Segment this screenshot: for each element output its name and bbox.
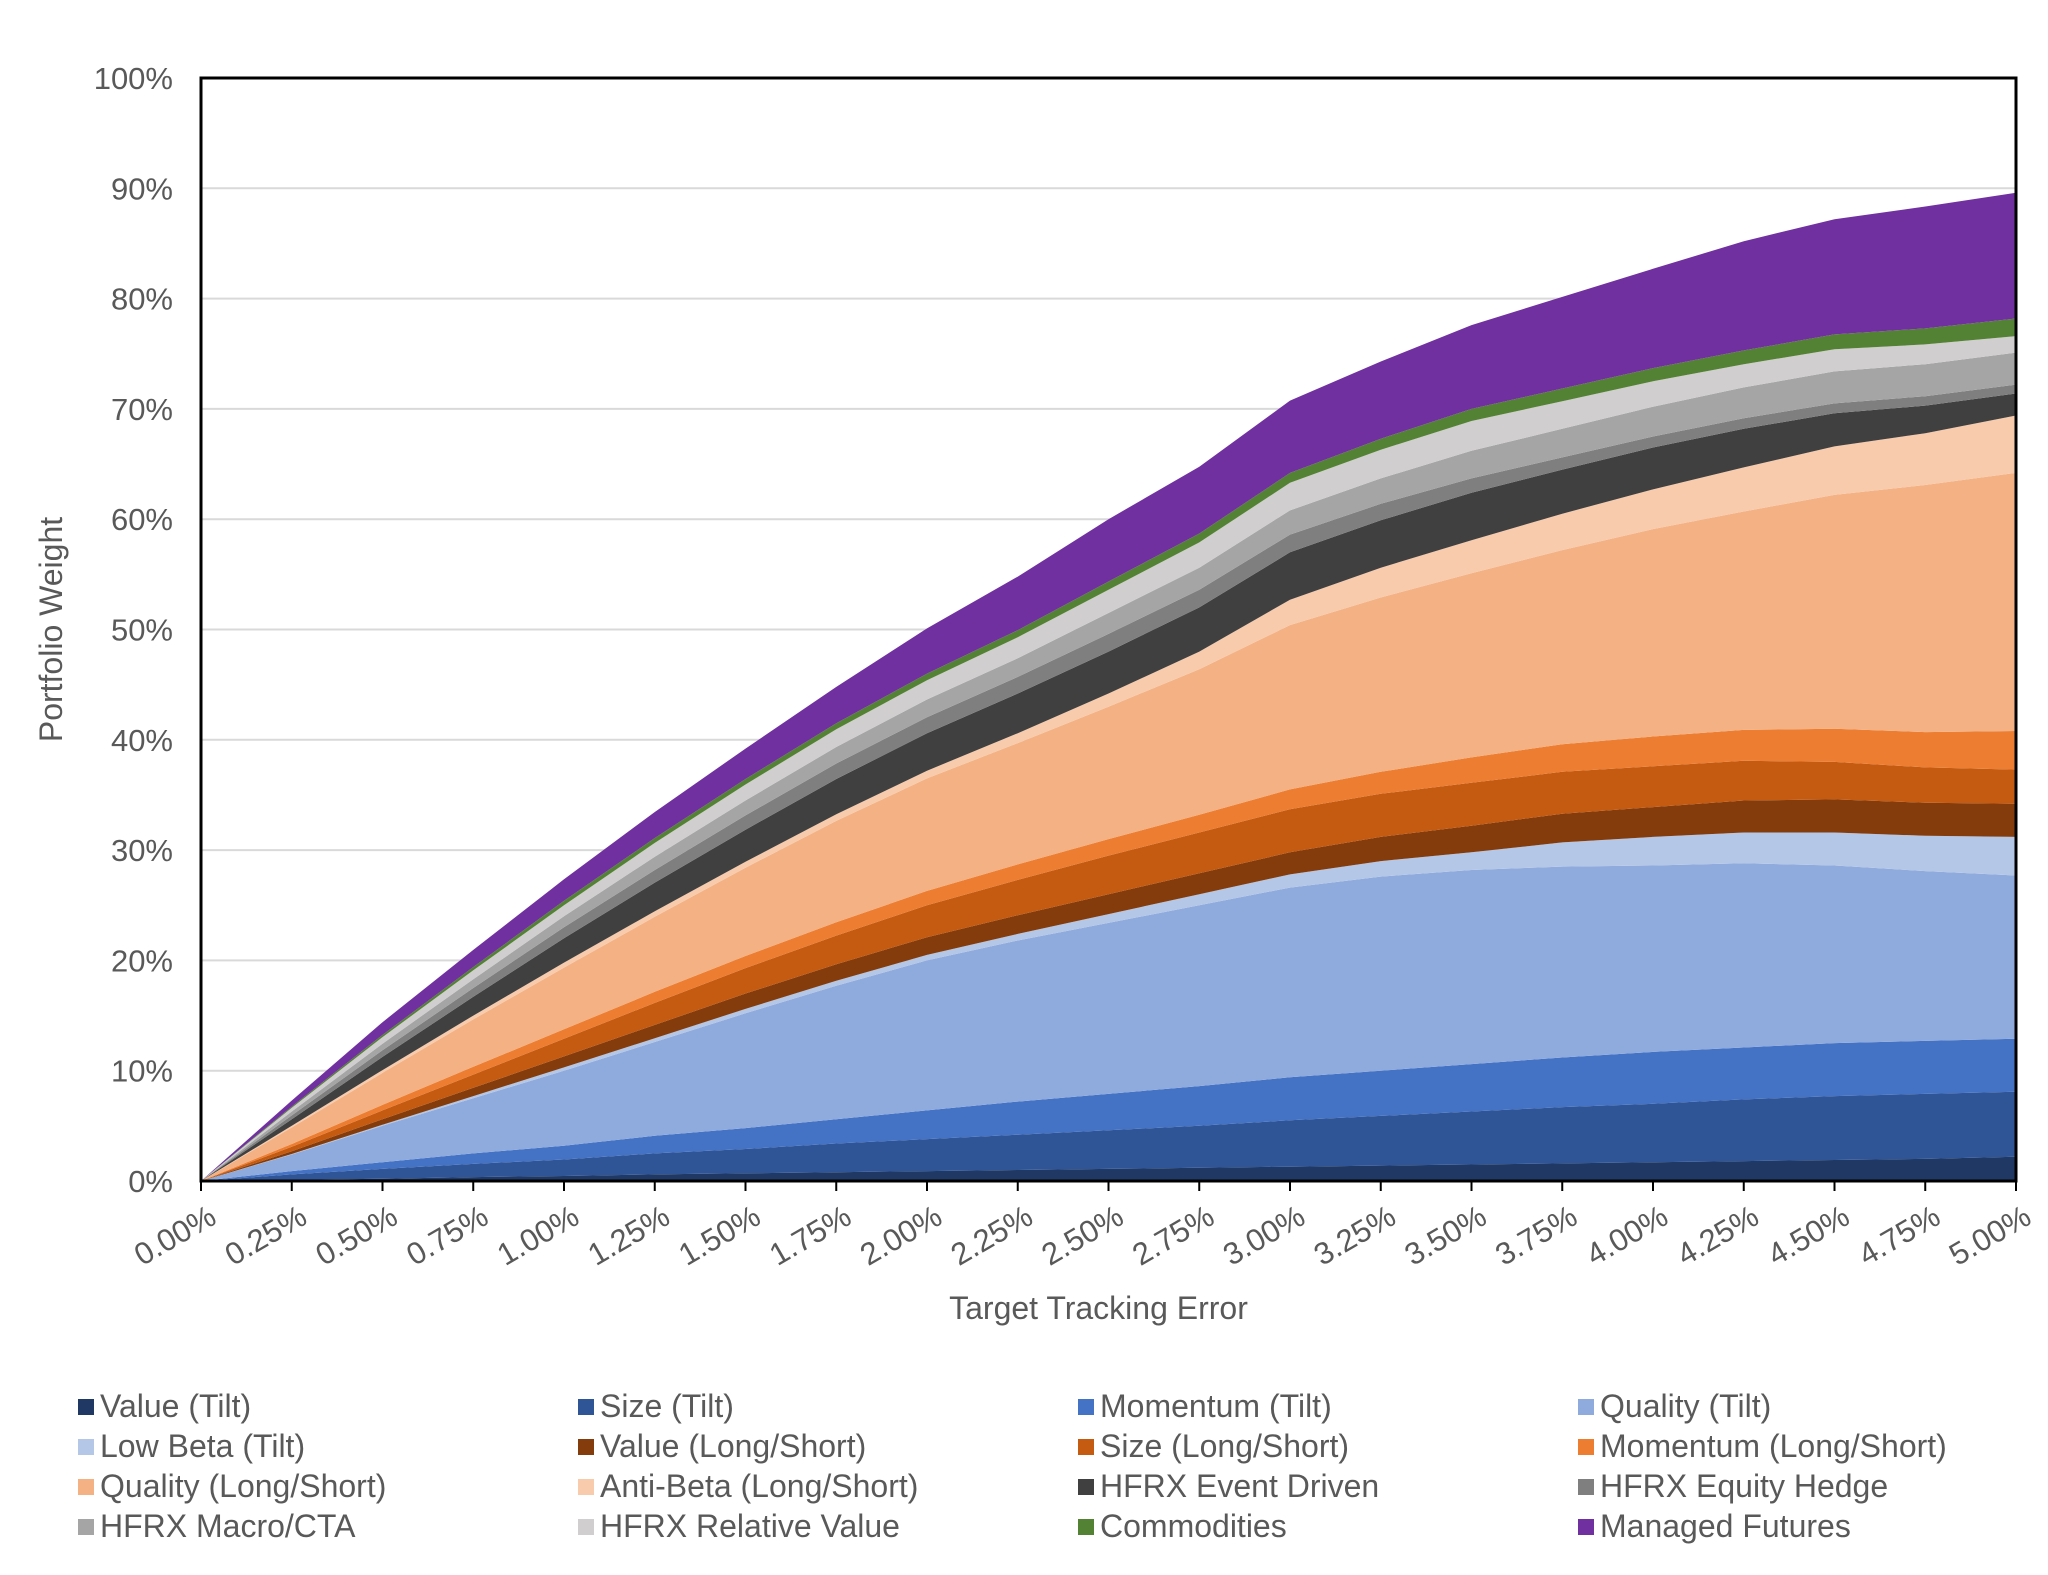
legend-item: Low Beta (Tilt) [78, 1428, 578, 1465]
y-tick-label: 10% [111, 1054, 173, 1089]
legend-label: Anti-Beta (Long/Short) [600, 1468, 919, 1504]
legend-swatch [1578, 1518, 1594, 1535]
y-tick-label: 40% [111, 723, 173, 758]
y-axis-title: Portfolio Weight [33, 517, 69, 742]
y-tick-label: 60% [111, 502, 173, 537]
legend-item: Quality (Tilt) [1578, 1388, 2038, 1425]
legend-swatch [578, 1478, 594, 1495]
x-tick-label: 2.25% [945, 1198, 1039, 1272]
legend-item: Commodities [1078, 1508, 1578, 1545]
legend-item: Value (Tilt) [78, 1388, 578, 1425]
legend-item: Size (Tilt) [578, 1388, 1078, 1425]
y-tick-label: 90% [111, 171, 173, 206]
legend-swatch [78, 1478, 94, 1495]
x-tick-label: 2.00% [854, 1198, 948, 1272]
legend-item: Managed Futures [1578, 1508, 2038, 1545]
legend-item: Momentum (Tilt) [1078, 1388, 1578, 1425]
area-series-size-tilt [201, 1091, 2016, 1181]
legend-item: Quality (Long/Short) [78, 1468, 578, 1505]
x-tick-label: 2.75% [1126, 1198, 1220, 1272]
x-tick-label: 1.50% [673, 1198, 767, 1272]
y-tick-label: 20% [111, 943, 173, 978]
legend-label: HFRX Macro/CTA [100, 1508, 356, 1544]
y-tick-label: 0% [128, 1164, 173, 1199]
legend-label: Value (Long/Short) [600, 1428, 867, 1464]
y-tick-label: 50% [111, 613, 173, 648]
chart-legend: Value (Tilt) Size (Tilt) Momentum (Tilt) Qu… [78, 1388, 2038, 1545]
x-tick-label: 0.50% [310, 1198, 404, 1272]
legend-swatch [578, 1398, 594, 1415]
x-tick-label: 3.50% [1399, 1198, 1493, 1272]
legend-swatch [78, 1398, 94, 1415]
x-tick-label: 0.00% [128, 1198, 222, 1272]
legend-label: Managed Futures [1600, 1508, 1851, 1544]
legend-label: Quality (Tilt) [1600, 1388, 1772, 1424]
legend-label: Size (Long/Short) [1100, 1428, 1350, 1464]
legend-swatch [1578, 1478, 1594, 1495]
legend-label: Size (Tilt) [600, 1388, 734, 1424]
legend-label: HFRX Event Driven [1100, 1468, 1380, 1504]
area-series-momentum-tilt [201, 1038, 2016, 1181]
area-series-quality-tilt [201, 863, 2016, 1181]
x-tick-label: 1.00% [491, 1198, 585, 1272]
x-axis-ticks [200, 1181, 2017, 1191]
area-series-anti-beta-long-short [201, 415, 2016, 1181]
legend-swatch [578, 1438, 594, 1455]
area-series-group [201, 192, 2016, 1182]
x-tick-label: 4.00% [1580, 1198, 1674, 1272]
legend-label: Commodities [1100, 1508, 1287, 1544]
legend-swatch [1578, 1398, 1594, 1415]
y-tick-label: 100% [94, 61, 173, 96]
x-tick-label: 3.25% [1308, 1198, 1402, 1272]
area-series-managed-futures [201, 192, 2016, 1181]
legend-label: Quality (Long/Short) [100, 1468, 387, 1504]
legend-swatch [1578, 1438, 1594, 1455]
legend-label: Low Beta (Tilt) [100, 1428, 306, 1464]
legend-swatch [578, 1518, 594, 1535]
x-tick-label: 1.25% [582, 1198, 676, 1272]
x-tick-label: 3.75% [1489, 1198, 1583, 1272]
x-tick-label: 2.50% [1036, 1198, 1130, 1272]
x-tick-label: 4.50% [1762, 1198, 1856, 1272]
x-axis-tick-labels: 0.00%0.25%0.50%0.75%1.00%1.25%1.50%1.75%… [128, 1198, 2037, 1272]
legend-swatch [1078, 1518, 1094, 1535]
legend-swatch [78, 1518, 94, 1535]
legend-swatch [1078, 1438, 1094, 1455]
legend-swatch [1078, 1398, 1094, 1415]
legend-item: Anti-Beta (Long/Short) [578, 1468, 1078, 1505]
legend-label: Value (Tilt) [100, 1388, 252, 1424]
x-tick-label: 4.75% [1852, 1198, 1946, 1272]
legend-label: Momentum (Long/Short) [1600, 1428, 1947, 1464]
x-tick-label: 0.75% [400, 1198, 494, 1272]
legend-item: HFRX Equity Hedge [1578, 1468, 2038, 1505]
x-tick-label: 0.25% [219, 1198, 313, 1272]
x-axis-title: Target Tracking Error [949, 1290, 1248, 1326]
legend-swatch [78, 1438, 94, 1455]
legend-swatch [1078, 1478, 1094, 1495]
area-series-value-tilt [201, 1156, 2016, 1181]
legend-label: HFRX Relative Value [600, 1508, 900, 1544]
legend-label: HFRX Equity Hedge [1600, 1468, 1889, 1504]
legend-item: HFRX Macro/CTA [78, 1508, 578, 1545]
legend-item: HFRX Relative Value [578, 1508, 1078, 1545]
legend-label: Momentum (Tilt) [1100, 1388, 1332, 1424]
legend-item: Value (Long/Short) [578, 1428, 1078, 1465]
y-axis-tick-labels: 0% 10% 20% 30% 40% 50% 60% 70% 80% 90% 100% [94, 61, 173, 1199]
y-tick-label: 30% [111, 833, 173, 868]
y-tick-label: 70% [111, 392, 173, 427]
legend-item: Size (Long/Short) [1078, 1428, 1578, 1465]
legend-item: HFRX Event Driven [1078, 1468, 1578, 1505]
area-series-quality-long-short [201, 472, 2016, 1181]
x-tick-label: 5.00% [1943, 1198, 2037, 1272]
x-tick-label: 3.00% [1217, 1198, 1311, 1272]
y-tick-label: 80% [111, 282, 173, 317]
legend-item: Momentum (Long/Short) [1578, 1428, 2038, 1465]
x-tick-label: 4.25% [1671, 1198, 1765, 1272]
x-tick-label: 1.75% [763, 1198, 857, 1272]
